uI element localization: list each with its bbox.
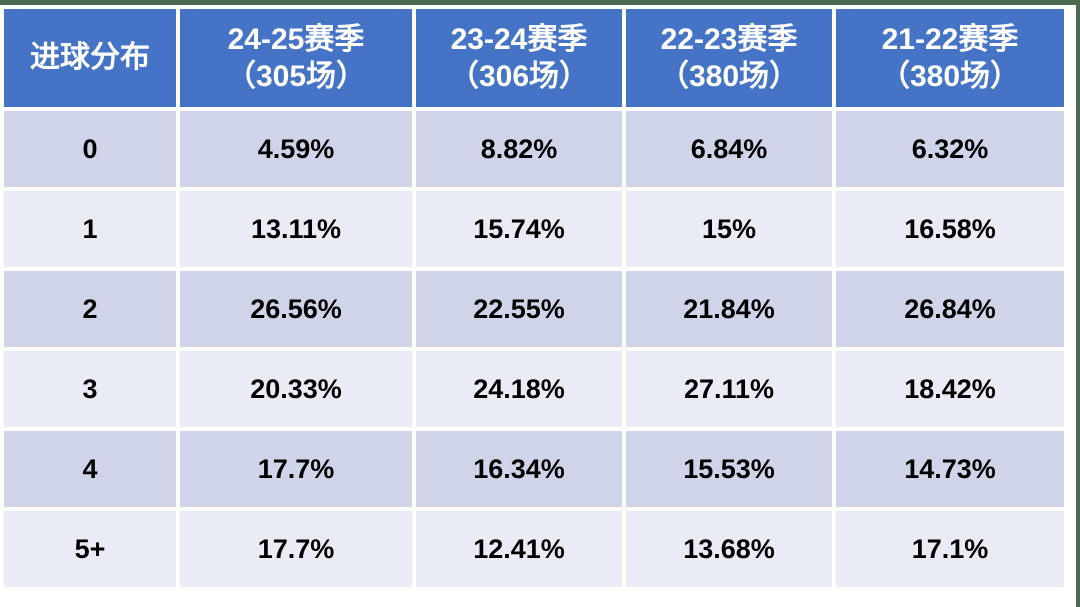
row-label: 3 bbox=[4, 351, 176, 427]
matches-label: （380场） bbox=[879, 60, 1021, 93]
corner-header-label: 进球分布 bbox=[30, 41, 150, 75]
matches-label: （306场） bbox=[448, 60, 590, 93]
season-label: 21-22赛季 bbox=[881, 22, 1019, 56]
cell-value: 27.11% bbox=[626, 351, 832, 427]
table-row-goals-5plus: 5+ 17.7% 12.41% 13.68% 17.1% bbox=[4, 511, 1064, 587]
matches-label: （380场） bbox=[658, 60, 800, 93]
cell-value: 17.7% bbox=[180, 511, 412, 587]
season-label: 24-25赛季 bbox=[227, 22, 365, 56]
table-row-goals-3: 3 20.33% 24.18% 27.11% 18.42% bbox=[4, 351, 1064, 427]
cell-value: 13.68% bbox=[626, 511, 832, 587]
table-row-goals-4: 4 17.7% 16.34% 15.53% 14.73% bbox=[4, 431, 1064, 507]
col-header-season-24-25: 24-25赛季 （305场） bbox=[180, 9, 412, 107]
cell-value: 26.84% bbox=[836, 271, 1064, 347]
table-row-goals-2: 2 26.56% 22.55% 21.84% 26.84% bbox=[4, 271, 1064, 347]
matches-label: （305场） bbox=[225, 60, 367, 93]
goal-distribution-table: 进球分布 24-25赛季 （305场） 23-24赛季 （306场） 22-23… bbox=[0, 5, 1068, 591]
cell-value: 12.41% bbox=[416, 511, 622, 587]
col-header-season-23-24: 23-24赛季 （306场） bbox=[416, 9, 622, 107]
cell-value: 15% bbox=[626, 191, 832, 267]
col-header-season-22-23: 22-23赛季 （380场） bbox=[626, 9, 832, 107]
corner-header-goal-distribution: 进球分布 bbox=[4, 9, 176, 107]
cell-value: 6.32% bbox=[836, 111, 1064, 187]
cell-value: 18.42% bbox=[836, 351, 1064, 427]
table-row-goals-1: 1 13.11% 15.74% 15% 16.58% bbox=[4, 191, 1064, 267]
col-header-season-21-22: 21-22赛季 （380场） bbox=[836, 9, 1064, 107]
cell-value: 26.56% bbox=[180, 271, 412, 347]
cell-value: 24.18% bbox=[416, 351, 622, 427]
season-label: 23-24赛季 bbox=[450, 22, 588, 56]
row-label: 0 bbox=[4, 111, 176, 187]
cell-value: 15.53% bbox=[626, 431, 832, 507]
cell-value: 17.1% bbox=[836, 511, 1064, 587]
cell-value: 17.7% bbox=[180, 431, 412, 507]
season-label: 22-23赛季 bbox=[660, 22, 798, 56]
cell-value: 4.59% bbox=[180, 111, 412, 187]
cell-value: 16.34% bbox=[416, 431, 622, 507]
header-row: 进球分布 24-25赛季 （305场） 23-24赛季 （306场） 22-23… bbox=[4, 9, 1064, 107]
cell-value: 21.84% bbox=[626, 271, 832, 347]
table-row-goals-0: 0 4.59% 8.82% 6.84% 6.32% bbox=[4, 111, 1064, 187]
row-label: 4 bbox=[4, 431, 176, 507]
row-label: 2 bbox=[4, 271, 176, 347]
cell-value: 16.58% bbox=[836, 191, 1064, 267]
row-label: 1 bbox=[4, 191, 176, 267]
cell-value: 14.73% bbox=[836, 431, 1064, 507]
cell-value: 13.11% bbox=[180, 191, 412, 267]
cell-value: 20.33% bbox=[180, 351, 412, 427]
cell-value: 15.74% bbox=[416, 191, 622, 267]
cell-value: 8.82% bbox=[416, 111, 622, 187]
cell-value: 6.84% bbox=[626, 111, 832, 187]
cell-value: 22.55% bbox=[416, 271, 622, 347]
row-label: 5+ bbox=[4, 511, 176, 587]
